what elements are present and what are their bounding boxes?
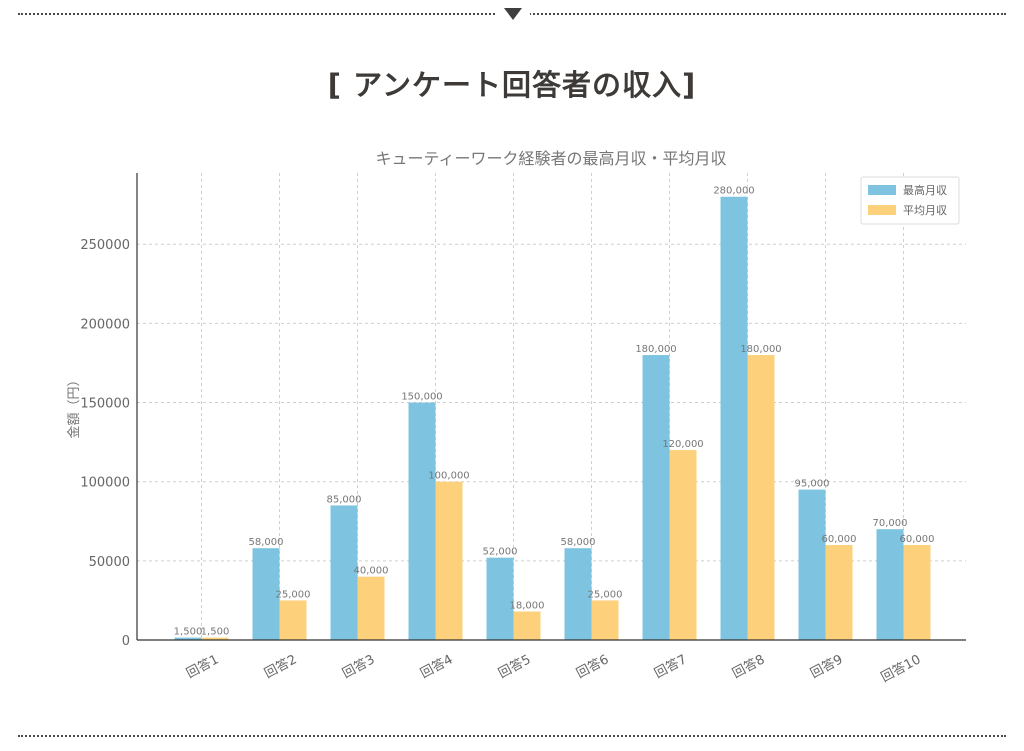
bar-max-income [408, 402, 436, 640]
grid [137, 173, 966, 640]
x-tick-label: 回答4 [418, 651, 456, 681]
bar-avg-income [357, 576, 385, 640]
legend-label-max: 最高月収 [903, 183, 947, 197]
y-tick-label: 50000 [89, 555, 130, 570]
bar-value-label: 40,000 [354, 566, 389, 577]
bar-value-label: 60,000 [822, 534, 857, 545]
legend-swatch-max [868, 185, 896, 195]
bar-value-label: 95,000 [795, 479, 830, 490]
bar-value-label: 1,500 [174, 627, 203, 638]
y-axis-label: 金額（円） [66, 373, 82, 438]
bar-value-label: 60,000 [900, 534, 935, 545]
bar-value-label: 85,000 [327, 494, 362, 505]
bar-value-label: 25,000 [276, 589, 311, 600]
bar-max-income [330, 505, 358, 640]
x-tick-label: 回答9 [808, 651, 846, 681]
bar-max-income [564, 548, 592, 640]
bar-value-label: 280,000 [713, 186, 754, 197]
bar-avg-income [825, 545, 853, 640]
y-tick-label: 100000 [80, 476, 130, 491]
bar-value-label: 18,000 [510, 601, 545, 612]
bar-value-label: 120,000 [662, 439, 703, 450]
legend-swatch-avg [868, 205, 896, 215]
bar-value-label: 1,500 [201, 627, 230, 638]
x-tick-label: 回答10 [878, 651, 923, 685]
x-tick-label: 回答5 [496, 651, 534, 681]
bar-value-label: 150,000 [401, 392, 442, 403]
down-triangle-icon [504, 8, 522, 20]
bar-max-income [174, 637, 202, 640]
bar-value-label: 100,000 [428, 471, 469, 482]
x-tick-label: 回答3 [340, 651, 378, 681]
bar-value-label: 70,000 [873, 518, 908, 529]
y-tick-label: 150000 [80, 397, 130, 412]
bottom-divider [18, 735, 1006, 737]
bar-avg-income [279, 600, 307, 640]
bar-value-label: 52,000 [483, 547, 518, 558]
chart-title: キューティーワーク経験者の最高月収・平均月収 [375, 149, 726, 168]
bar-avg-income [435, 481, 463, 640]
bar-avg-income [591, 600, 619, 640]
y-tick-label: 250000 [80, 238, 130, 253]
legend-label-avg: 平均月収 [903, 204, 947, 217]
x-tick-label: 回答6 [574, 651, 612, 681]
bar-max-income [642, 355, 670, 640]
bar-value-label: 58,000 [561, 537, 596, 548]
legend: 最高月収 平均月収 [860, 176, 960, 225]
bar-value-label: 58,000 [249, 537, 284, 548]
bar-avg-income [747, 355, 775, 640]
y-tick-label: 0 [122, 634, 130, 649]
y-tick-label: 200000 [80, 317, 130, 332]
bar-value-label: 180,000 [635, 344, 676, 355]
bar-avg-income [903, 545, 931, 640]
section-title: [ アンケート回答者の収入] [327, 68, 697, 102]
x-tick-label: 回答7 [652, 651, 690, 681]
bar-avg-income [669, 450, 697, 640]
x-tick-label: 回答1 [184, 651, 222, 681]
bar-value-label: 25,000 [588, 589, 623, 600]
bar-max-income [252, 548, 280, 640]
bar-max-income [720, 196, 748, 640]
bar-max-income [798, 489, 826, 640]
x-tick-label: 回答8 [730, 651, 768, 681]
x-tick-label: 回答2 [262, 651, 300, 681]
bar-value-label: 180,000 [740, 344, 781, 355]
bar-max-income [876, 529, 904, 640]
bar-avg-income [513, 611, 541, 640]
bars: 1,500 58,000 85,000 150,000 52,000 58,000 180,… [174, 186, 935, 640]
bar-avg-income [201, 637, 229, 640]
bar-max-income [486, 557, 514, 640]
